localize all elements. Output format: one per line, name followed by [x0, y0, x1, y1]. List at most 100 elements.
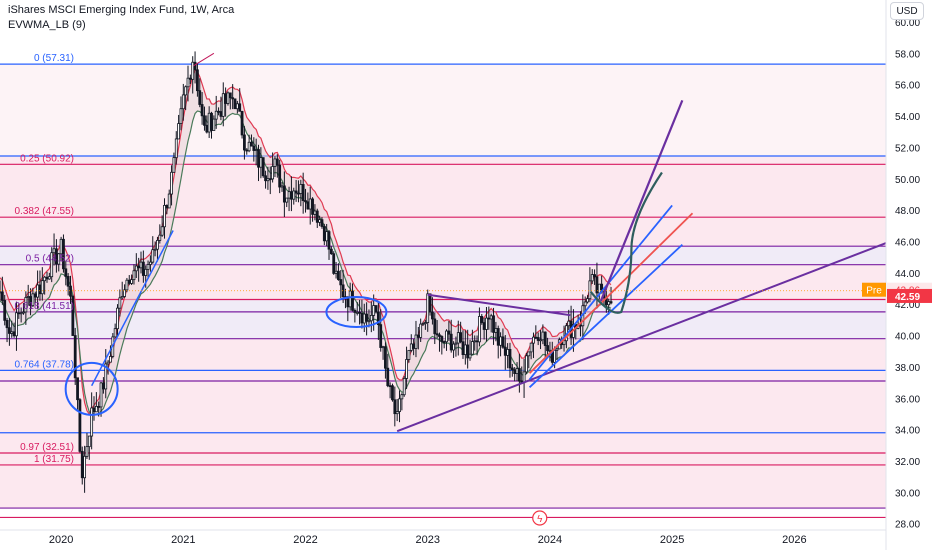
time-tick-label: 2024	[538, 534, 562, 546]
candle-body	[398, 398, 401, 412]
candle-body	[454, 342, 458, 345]
candle-body	[83, 455, 87, 479]
candle-body	[609, 301, 613, 304]
candle-body	[447, 330, 451, 335]
fib-label: 0.382 (47.55)	[15, 206, 75, 217]
candle-body	[301, 184, 305, 202]
candle-body	[149, 261, 152, 265]
candle-body	[118, 297, 122, 309]
candle-body	[379, 324, 383, 348]
candle-body	[588, 280, 592, 300]
candle-body	[45, 276, 49, 280]
candle-body	[203, 115, 206, 126]
candle-body	[219, 111, 223, 117]
candle-body	[543, 331, 547, 346]
candle-body	[414, 334, 418, 349]
candle-body	[348, 290, 352, 308]
candle-body	[231, 97, 235, 100]
price-tick-label: 52.00	[895, 143, 920, 154]
time-tick-label: 2025	[660, 534, 684, 546]
candle-body	[33, 293, 37, 298]
candle-body	[496, 328, 500, 346]
candle-body	[85, 446, 89, 457]
fib-label: 0.764 (37.78)	[15, 359, 75, 370]
price-tick-label: 48.00	[895, 206, 920, 217]
candle-body	[287, 191, 291, 199]
candle-body	[146, 264, 150, 270]
candle-body	[311, 198, 314, 215]
candle-body	[355, 311, 359, 314]
candle-body	[19, 312, 23, 315]
fib-band	[0, 432, 886, 454]
candle-body	[372, 305, 376, 316]
candle-body	[487, 317, 491, 320]
candle-body	[489, 315, 493, 320]
candle-body	[339, 279, 343, 286]
candle-body	[24, 297, 28, 313]
candle-body	[200, 104, 204, 117]
candle-body	[235, 103, 239, 110]
price-tick-label: 36.00	[895, 394, 920, 405]
candle-body	[402, 378, 406, 396]
candle-body	[191, 61, 195, 80]
candle-body	[478, 316, 481, 343]
candle-body	[3, 300, 7, 321]
candle-body	[266, 178, 270, 182]
candle-body	[485, 317, 488, 330]
candle-body	[292, 190, 296, 200]
candle-body	[31, 293, 35, 307]
candle-body	[177, 123, 181, 140]
candle-body	[346, 297, 350, 308]
candle-body	[466, 344, 470, 359]
fib-band	[0, 156, 886, 165]
candle-body	[273, 158, 277, 167]
indicator-legend[interactable]: EVWMA_LB (9)	[8, 19, 86, 31]
candle-body	[463, 344, 467, 356]
time-tick-label: 2026	[782, 534, 806, 546]
candle-body	[480, 316, 484, 323]
channel-lower-line	[528, 243, 683, 388]
candle-body	[482, 322, 486, 330]
candle-body	[172, 157, 176, 173]
price-tick-label: 30.00	[895, 488, 920, 499]
candle-body	[228, 92, 232, 99]
candle-body	[139, 261, 143, 269]
candle-body	[207, 112, 211, 133]
candle-body	[384, 346, 387, 369]
fib-label: 0.25 (50.92)	[20, 153, 74, 164]
fib-label: 1 (31.75)	[34, 454, 74, 465]
candle-body	[245, 149, 249, 152]
candle-body	[527, 351, 531, 357]
time-tick-label: 2020	[49, 534, 73, 546]
price-tick-label: 58.00	[895, 49, 920, 60]
candle-body	[160, 226, 164, 236]
candle-body	[76, 377, 79, 401]
price-tick-label: 34.00	[895, 426, 920, 437]
candle-body	[438, 334, 441, 337]
last-price-bg	[887, 288, 932, 303]
candle-body	[395, 411, 399, 415]
fib-label: 0.97 (32.51)	[20, 442, 74, 453]
candle-body	[555, 348, 559, 351]
candle-body	[318, 219, 322, 223]
candle-body	[567, 320, 571, 327]
candle-body	[541, 331, 545, 341]
candle-body	[144, 268, 148, 276]
fib-band	[0, 370, 886, 382]
candle-body	[508, 349, 512, 369]
candle-body	[97, 406, 101, 408]
flash-event-icon[interactable]	[532, 510, 548, 526]
candle-body	[548, 349, 552, 352]
candle-body	[362, 313, 366, 324]
fib-band	[0, 338, 886, 371]
candle-body	[47, 276, 51, 280]
candle-body	[198, 90, 202, 105]
fib-bands	[0, 64, 886, 509]
candle-body	[374, 305, 378, 313]
price-tick-label: 28.00	[895, 520, 920, 531]
candle-body	[99, 382, 103, 408]
candle-body	[268, 178, 272, 181]
currency-button[interactable]: USD	[890, 2, 924, 20]
